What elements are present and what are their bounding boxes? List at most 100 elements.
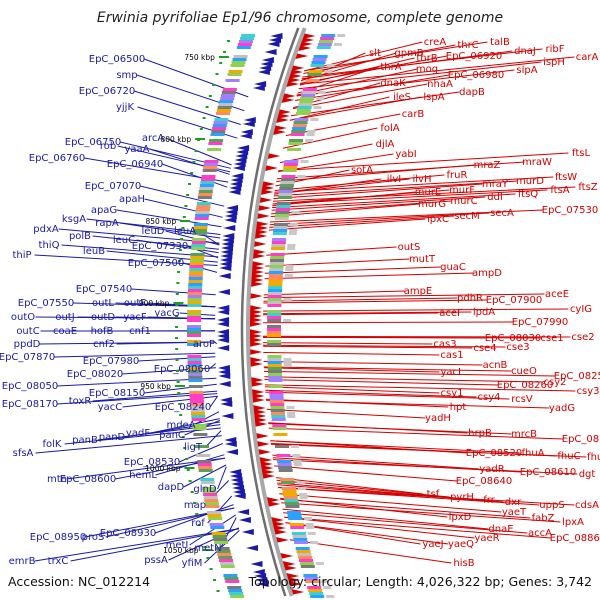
cog-band-forward <box>278 469 293 472</box>
gene-label: ftsQ <box>518 189 538 200</box>
gene-label: EpC_08150 <box>89 388 145 399</box>
gene-connector <box>273 183 483 200</box>
cog-band-forward <box>267 358 282 361</box>
marker-dot <box>194 150 198 152</box>
gene-connector <box>273 180 518 197</box>
gene-connector <box>205 430 222 448</box>
cog-band-reverse <box>193 223 208 226</box>
cog-band-reverse <box>188 379 203 382</box>
forward-gene-arrow <box>299 41 313 47</box>
forward-gene-arrow <box>249 333 262 339</box>
gene-label: polB <box>69 231 91 242</box>
gene-label: csy4 <box>478 392 501 403</box>
cog-band-reverse <box>189 391 204 394</box>
marker-dot <box>183 447 187 449</box>
reverse-gene-arrow <box>229 185 242 191</box>
marker-dot <box>212 84 216 86</box>
cog-band-reverse <box>190 403 205 406</box>
forward-gene-arrow <box>261 181 275 187</box>
cog-band-reverse <box>191 412 205 415</box>
gene-label: mraW <box>522 157 552 168</box>
reverse-gene-arrow <box>228 189 241 195</box>
reverse-gene-arrow <box>264 49 277 55</box>
forward-gene-arrow <box>261 473 275 479</box>
cog-band-reverse <box>208 142 223 145</box>
marker-dot <box>213 579 216 581</box>
cog-band-forward <box>267 298 282 301</box>
cog-band-forward <box>267 340 282 343</box>
gene-label: EpC_06920 <box>446 51 502 62</box>
gene-label: outO <box>11 312 35 323</box>
forward-gene-arrow <box>261 469 275 475</box>
gene-connector <box>183 464 227 488</box>
cog-band-forward <box>268 370 282 373</box>
cog-band-reverse <box>200 181 215 184</box>
gene-connector <box>144 198 223 218</box>
gc-band <box>285 265 294 268</box>
gene-label: aceF <box>439 308 463 319</box>
reverse-gene-arrow <box>217 345 230 351</box>
gene-label: dnaE <box>488 524 513 535</box>
marker-dot <box>188 480 192 482</box>
cog-band-forward <box>267 364 282 367</box>
cog-band-reverse <box>207 148 222 151</box>
cog-band-reverse <box>196 454 211 457</box>
cog-band-reverse <box>211 532 226 535</box>
gene-label: cse1 <box>540 333 563 344</box>
gc-band <box>284 274 293 277</box>
marker-dot <box>197 524 201 526</box>
forward-gene-labels: creA thrC talB slt gpmB EpC_06920 dnaJ ribF thrA… <box>351 37 600 569</box>
cog-band-reverse <box>189 397 204 400</box>
cog-band-reverse <box>191 247 206 250</box>
reverse-gene-arrow <box>237 509 250 515</box>
gene-label: ppdD <box>14 339 41 350</box>
gene-label: dgt <box>579 469 596 480</box>
gene-label: EpC_06720 <box>79 86 135 97</box>
gene-connector <box>208 363 217 370</box>
cog-band-reverse <box>187 313 202 316</box>
gene-label: EpC_08030 <box>485 333 541 344</box>
gene-connector <box>263 299 487 304</box>
marker-dot <box>209 568 213 570</box>
gene-connector <box>265 389 477 398</box>
cog-band-forward <box>271 418 286 421</box>
gene-label: dapD <box>158 482 185 493</box>
forward-gene-arrow <box>289 69 303 75</box>
cog-band-reverse <box>198 190 213 193</box>
marker-dot <box>176 282 180 284</box>
marker-dot <box>227 40 230 42</box>
marker-dot <box>184 205 188 207</box>
gene-label: EpC_08530 <box>124 457 180 468</box>
gene-label: mraZ <box>474 160 501 171</box>
reverse-gene-arrow <box>219 265 232 271</box>
gc-band <box>310 118 319 121</box>
reverse-gene-arrow <box>250 561 263 567</box>
gene-label: yjjK <box>116 102 134 113</box>
cog-band-reverse <box>196 208 210 211</box>
forward-gene-arrow <box>253 409 266 415</box>
gene-label: hofB <box>91 326 114 337</box>
forward-gene-arrow <box>249 329 262 335</box>
cog-band-reverse <box>209 523 224 526</box>
cog-band-forward <box>304 577 319 580</box>
forward-gene-arrow <box>255 221 269 227</box>
forward-gene-arrow <box>249 293 263 299</box>
cog-band-forward <box>276 202 291 205</box>
cog-band-forward <box>269 265 284 268</box>
chromosome-backbone <box>240 27 307 597</box>
cog-band-reverse <box>191 244 206 247</box>
cog-band-forward <box>267 361 282 364</box>
reverse-gene-arrow <box>229 473 242 479</box>
cog-band-forward <box>267 325 281 328</box>
cog-band-reverse <box>210 133 225 136</box>
cog-band-forward <box>267 313 282 316</box>
cog-band-reverse <box>204 160 219 163</box>
gene-label: fhuA <box>521 448 544 459</box>
cog-band-forward <box>295 547 310 550</box>
forward-gene-arrow <box>251 265 265 271</box>
cog-band-forward <box>268 286 283 289</box>
gene-label: EpC_06980 <box>448 70 504 81</box>
gene-label: thiP <box>12 250 31 261</box>
forward-gene-arrow <box>250 281 264 287</box>
forward-gene-arrow <box>249 309 263 315</box>
